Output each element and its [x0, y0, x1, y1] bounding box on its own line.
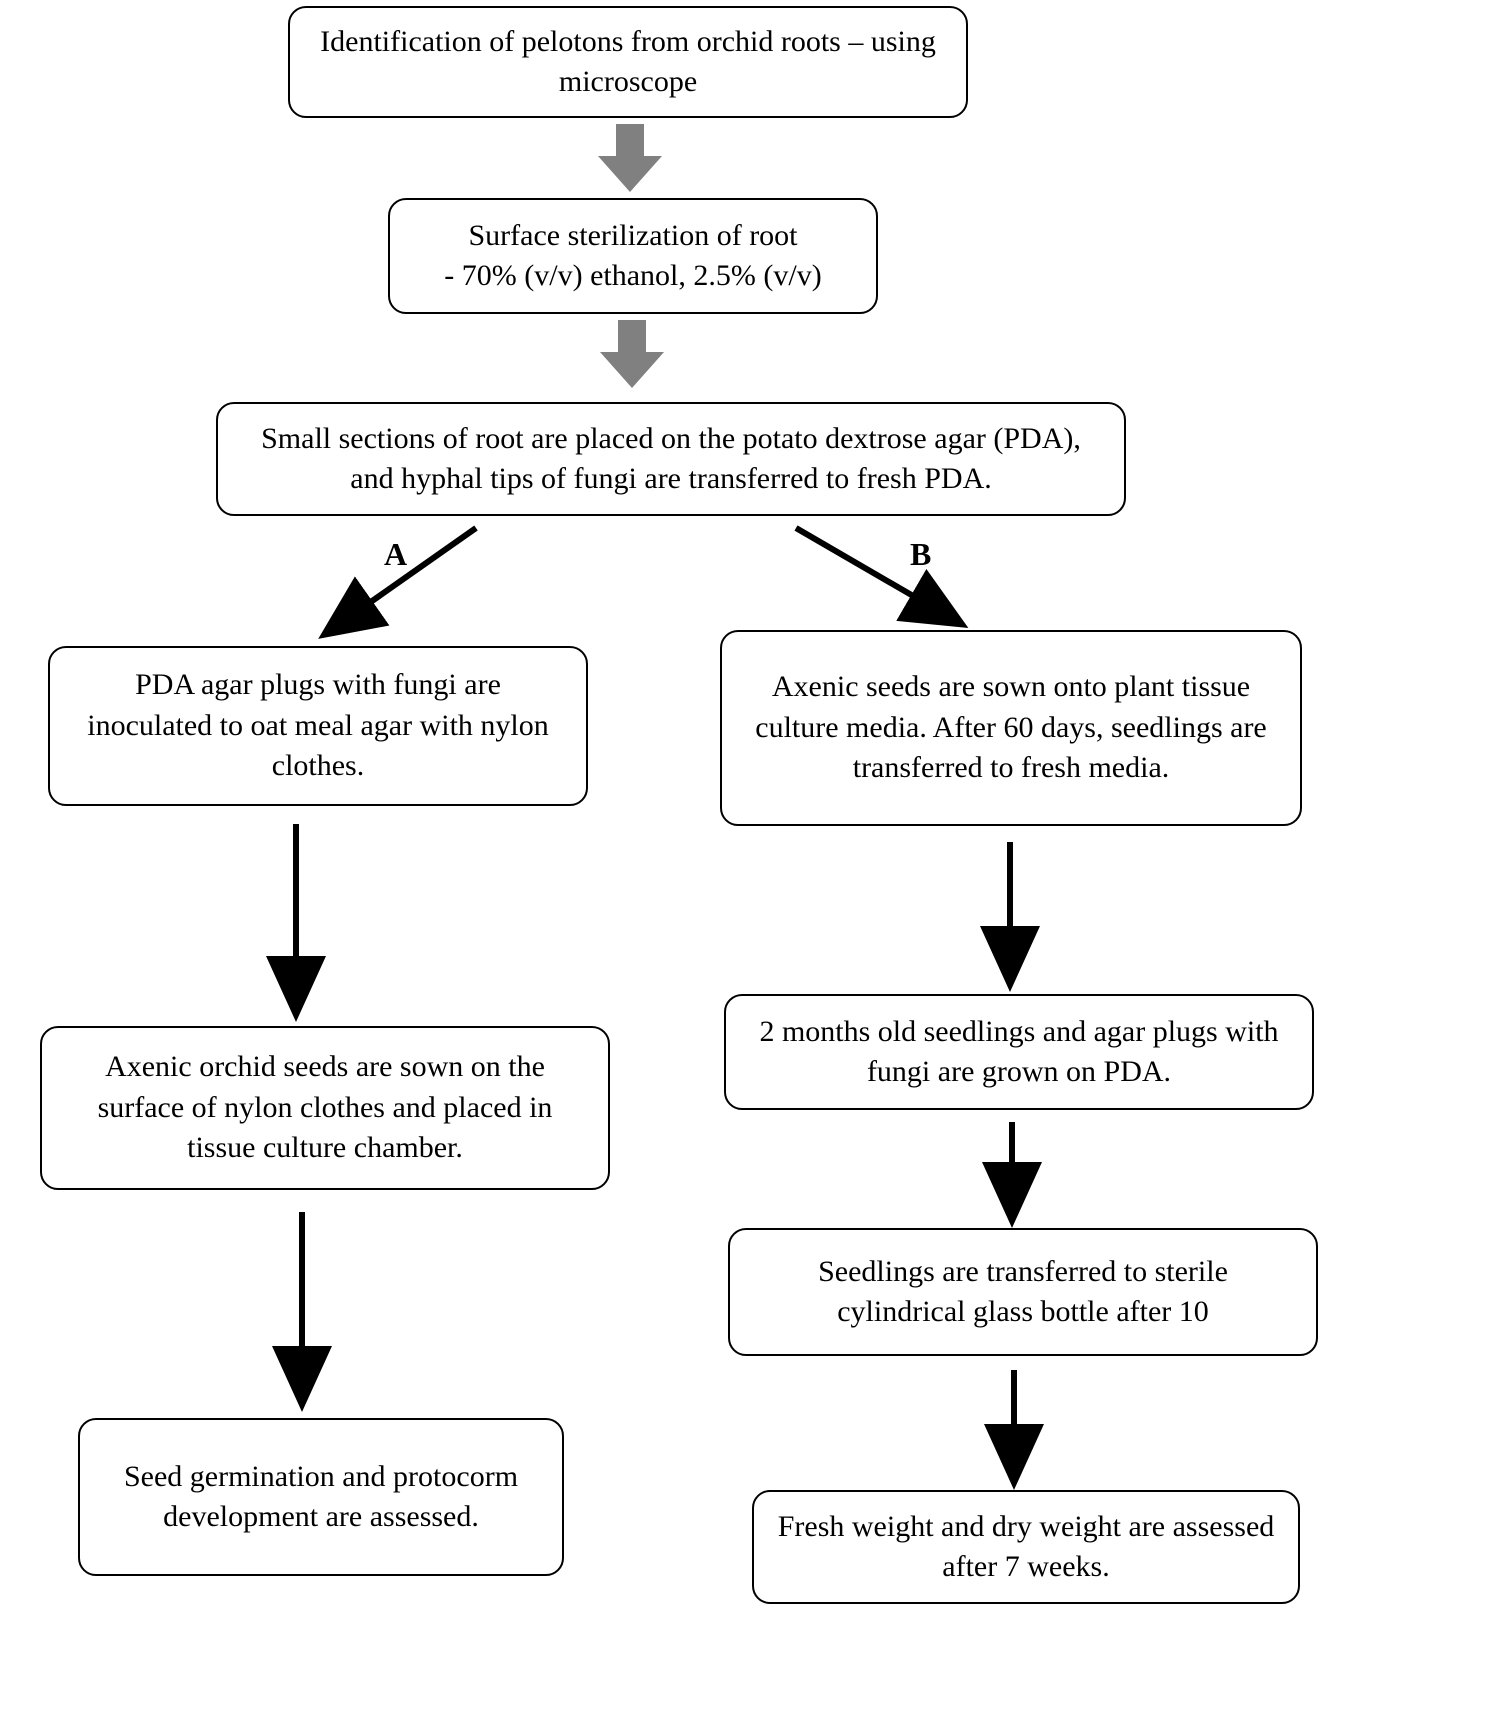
- black-arrow-icon: [0, 0, 1494, 1724]
